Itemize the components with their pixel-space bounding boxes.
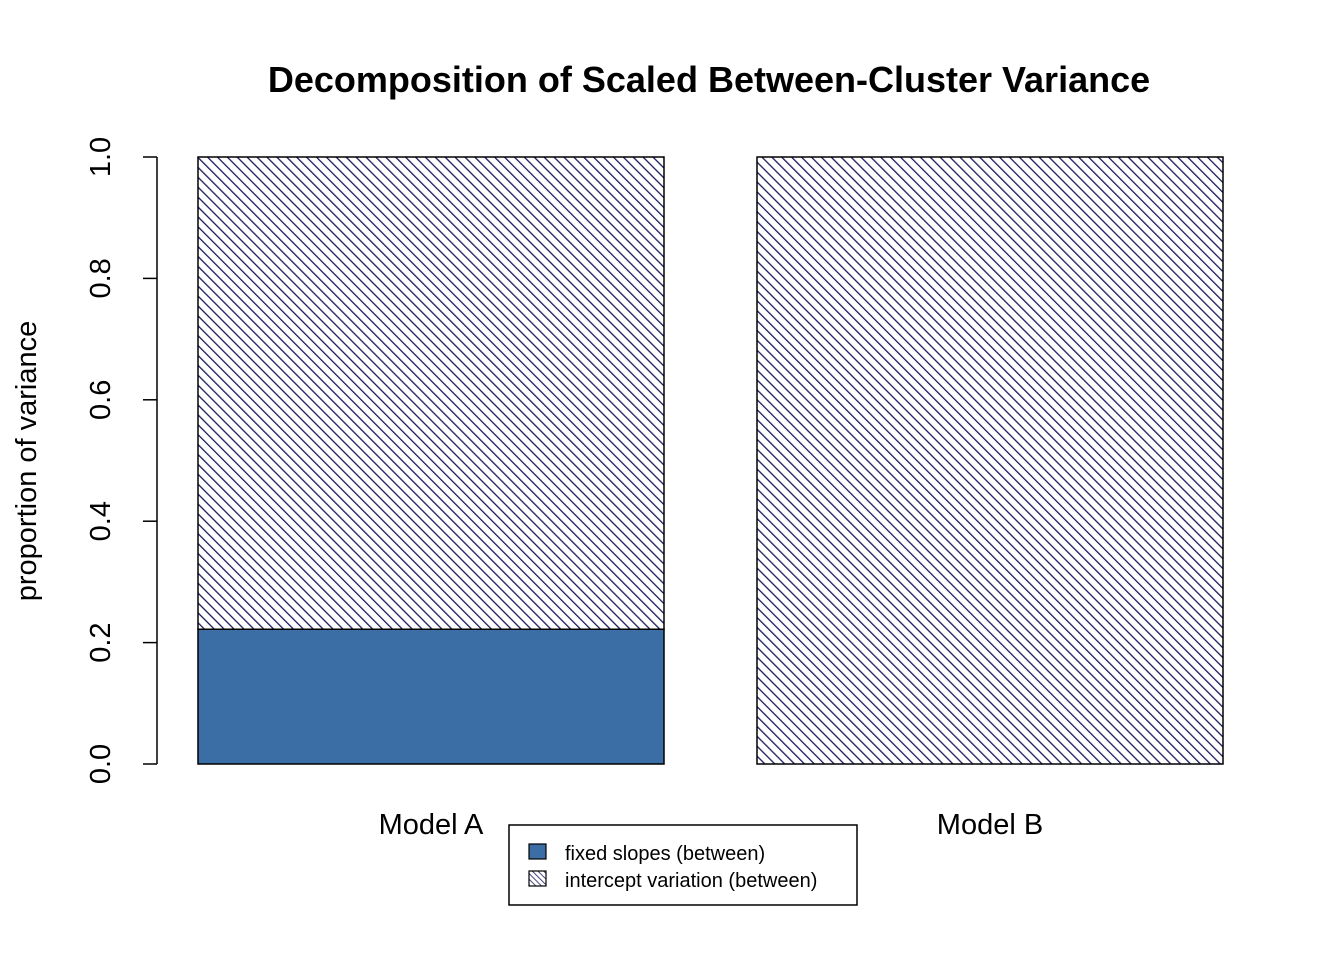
legend-label-intercept-variation: intercept variation (between) bbox=[565, 870, 817, 892]
legend-swatch-intercept-variation bbox=[528, 870, 547, 887]
chart-title: Decomposition of Scaled Between-Cluster … bbox=[268, 59, 1150, 100]
y-axis: 0.0 0.2 0.4 0.6 0.8 1.0 bbox=[85, 137, 158, 784]
legend-swatch-fixed-slopes bbox=[528, 843, 547, 860]
category-label: Model A bbox=[379, 809, 484, 841]
legend-box bbox=[508, 824, 858, 906]
y-tick-label: 0.6 bbox=[85, 380, 117, 420]
bar-model-a-series-0 bbox=[197, 628, 665, 765]
bar-model-a-series-1 bbox=[197, 156, 665, 630]
category-labels: Model A Model B bbox=[379, 809, 1044, 841]
y-tick-label: 0.2 bbox=[85, 622, 117, 662]
bar-model-b-series-1 bbox=[756, 156, 1224, 765]
y-axis-label: proportion of variance bbox=[11, 321, 43, 602]
y-tick-label: 0.4 bbox=[85, 501, 117, 541]
y-tick-label: 0.8 bbox=[85, 258, 117, 298]
bars bbox=[197, 156, 1224, 765]
legend: fixed slopes (between) intercept variati… bbox=[508, 824, 858, 906]
y-tick-label: 0.0 bbox=[85, 744, 117, 784]
category-label: Model B bbox=[937, 809, 1043, 841]
y-tick-label: 1.0 bbox=[85, 137, 117, 177]
legend-label-fixed-slopes: fixed slopes (between) bbox=[565, 843, 765, 865]
